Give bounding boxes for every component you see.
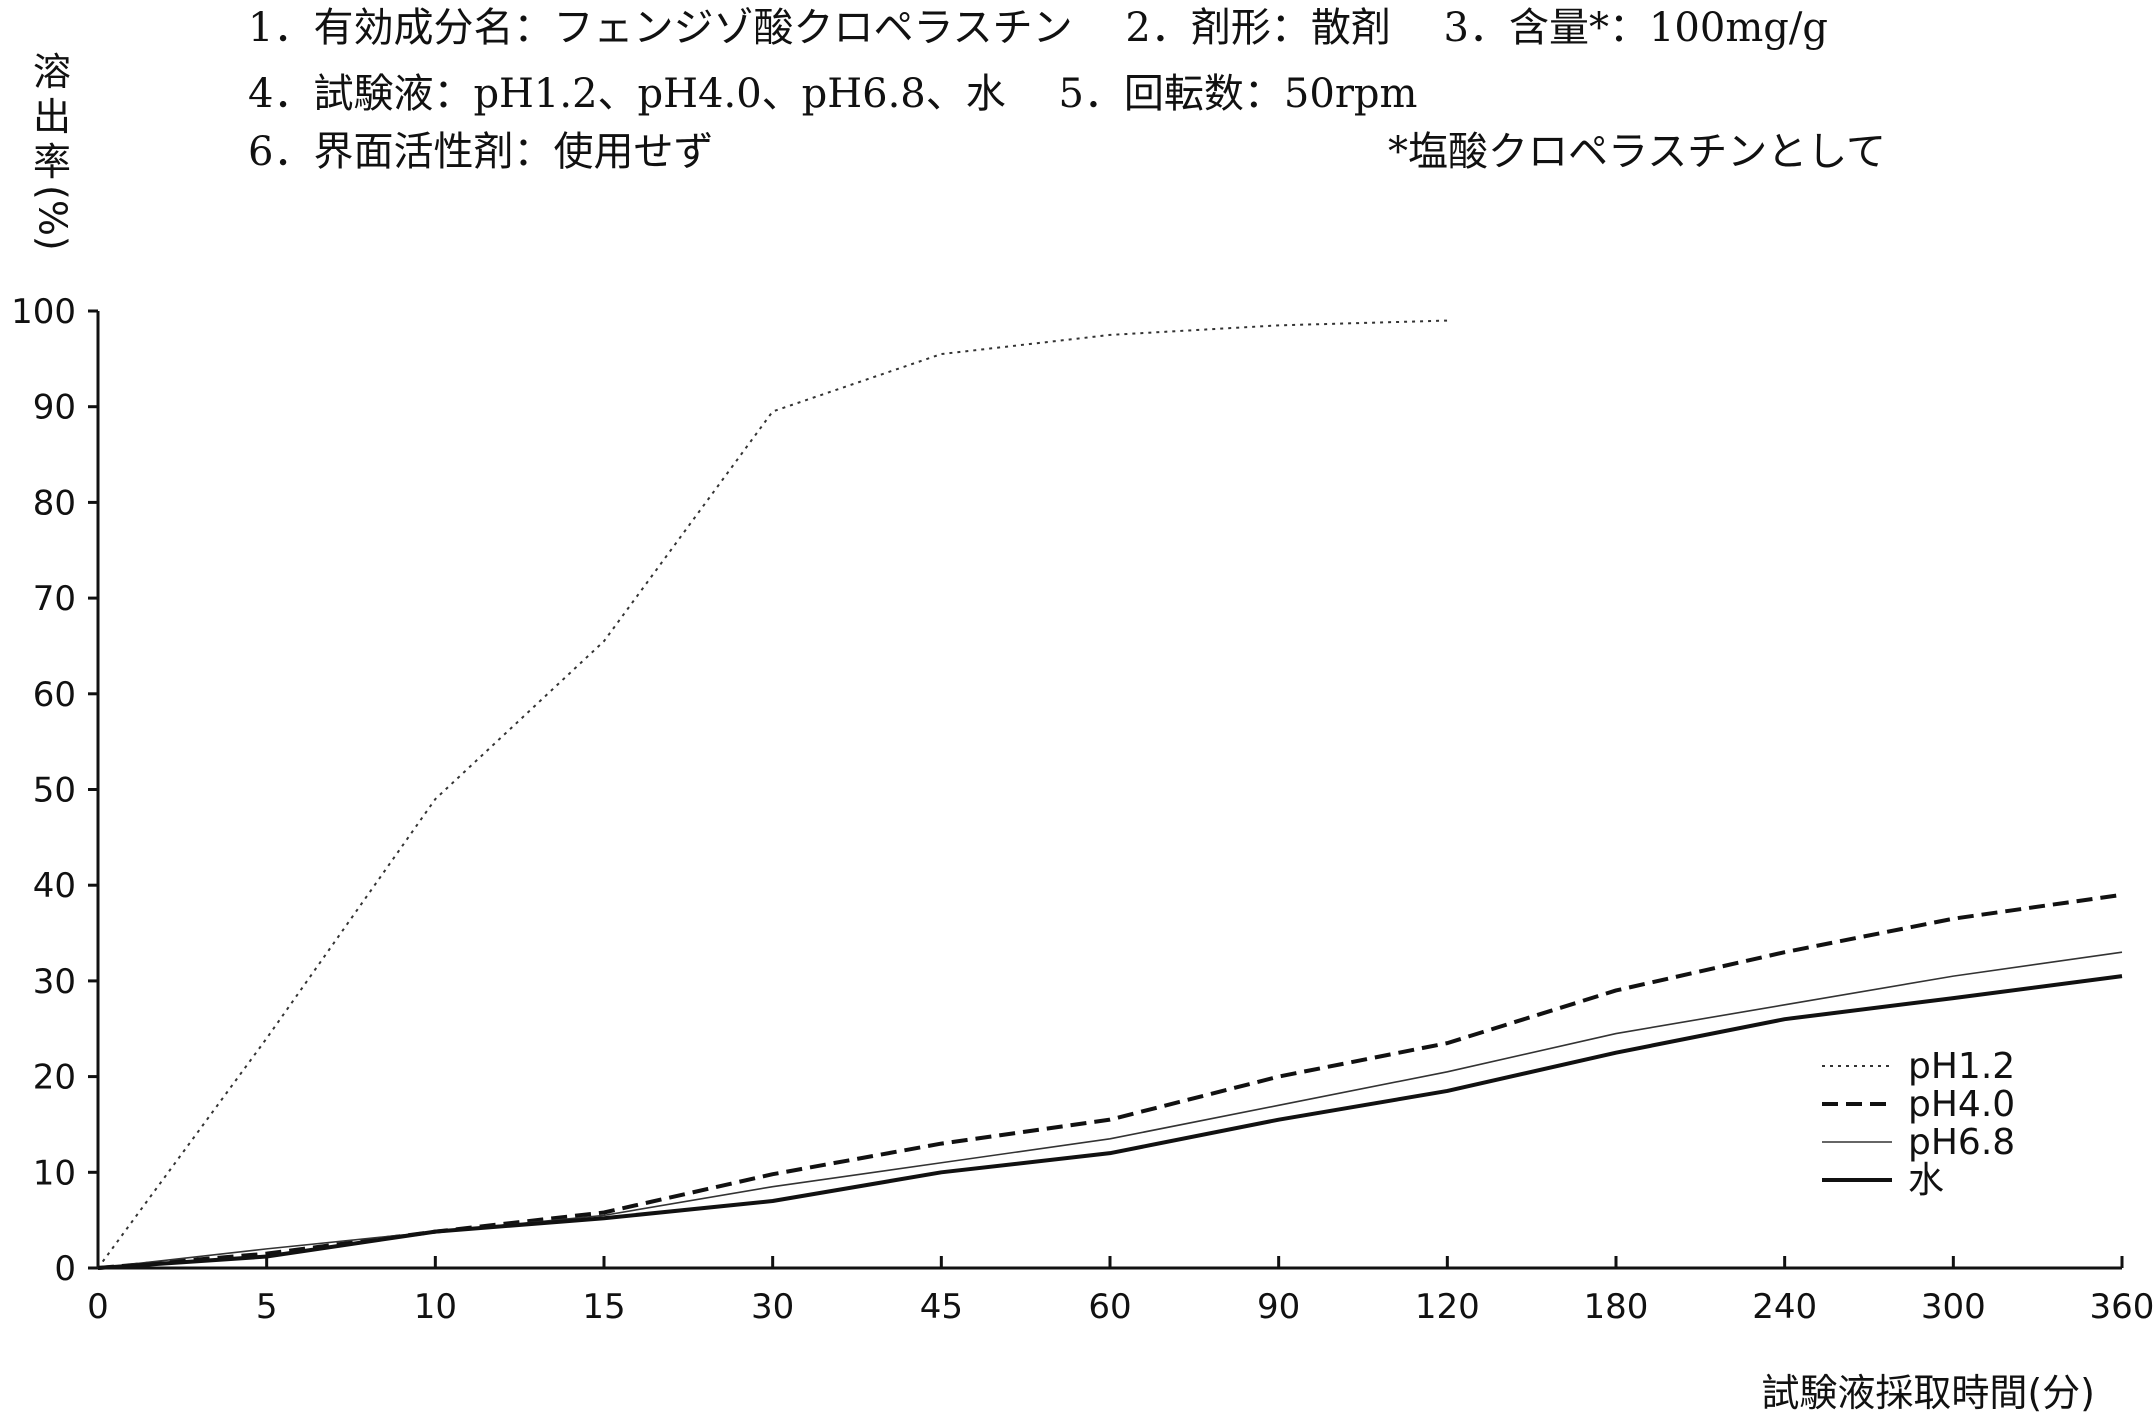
legend-label: 水 — [1908, 1160, 1944, 1201]
y-tick-label: 0 — [54, 1249, 76, 1289]
x-tick-label: 60 — [1088, 1287, 1131, 1327]
x-tick-label: 120 — [1415, 1287, 1480, 1327]
condition-line-3: 6．界面活性剤：使用せず — [248, 129, 714, 175]
x-tick-label: 180 — [1584, 1287, 1649, 1327]
x-tick-label: 300 — [1921, 1287, 1986, 1327]
series-line-2 — [97, 892, 2123, 1270]
y-axis-label-char: 率 — [32, 140, 71, 184]
series-line-1 — [97, 319, 1448, 1269]
x-axis-label: 試験液採取時間(分) — [1761, 1371, 2095, 1415]
y-tick-label: 50 — [33, 771, 76, 811]
y-axis-label-char: 溶 — [32, 50, 71, 94]
y-tick-label: 30 — [33, 962, 76, 1002]
condition-line-2: 4．試験液：pH1.2、pH4.0、pH6.8、水 5．回転数：50rpm — [248, 71, 1418, 117]
x-tick-label: 90 — [1257, 1287, 1300, 1327]
y-tick-label: 80 — [33, 483, 76, 523]
x-tick-label: 240 — [1752, 1287, 1817, 1327]
legend-label: pH1.2 — [1908, 1046, 2015, 1087]
x-tick-label: 30 — [751, 1287, 794, 1327]
x-tick-label: 360 — [2090, 1287, 2155, 1327]
series-line-3 — [97, 951, 2123, 1269]
x-tick-label: 0 — [87, 1287, 109, 1327]
legend-label: pH4.0 — [1908, 1084, 2015, 1125]
y-tick-label: 100 — [11, 292, 76, 332]
x-tick-label: 10 — [414, 1287, 457, 1327]
y-tick-label: 10 — [33, 1153, 76, 1193]
y-tick-label: 70 — [33, 579, 76, 619]
x-tick-label: 5 — [256, 1287, 278, 1327]
content-note: *塩酸クロペラスチンとして — [1388, 129, 1886, 175]
y-axis-label-char: 出 — [32, 95, 71, 139]
x-tick-label: 45 — [920, 1287, 963, 1327]
condition-line-1: 1．有効成分名：フェンジゾ酸クロペラスチン 2．剤形：散剤 3．含量*：100m… — [248, 5, 1828, 51]
y-tick-label: 40 — [33, 866, 76, 906]
y-tick-label: 20 — [33, 1058, 76, 1098]
y-tick-label: 90 — [33, 388, 76, 428]
series-line-4 — [97, 974, 2123, 1270]
y-axis-label-char: (%) — [30, 185, 75, 251]
y-tick-label: 60 — [33, 675, 76, 715]
y-axis-label: 溶 出 率 (%) — [28, 50, 76, 261]
legend-label: pH6.8 — [1908, 1122, 2015, 1163]
x-tick-label: 15 — [582, 1287, 625, 1327]
